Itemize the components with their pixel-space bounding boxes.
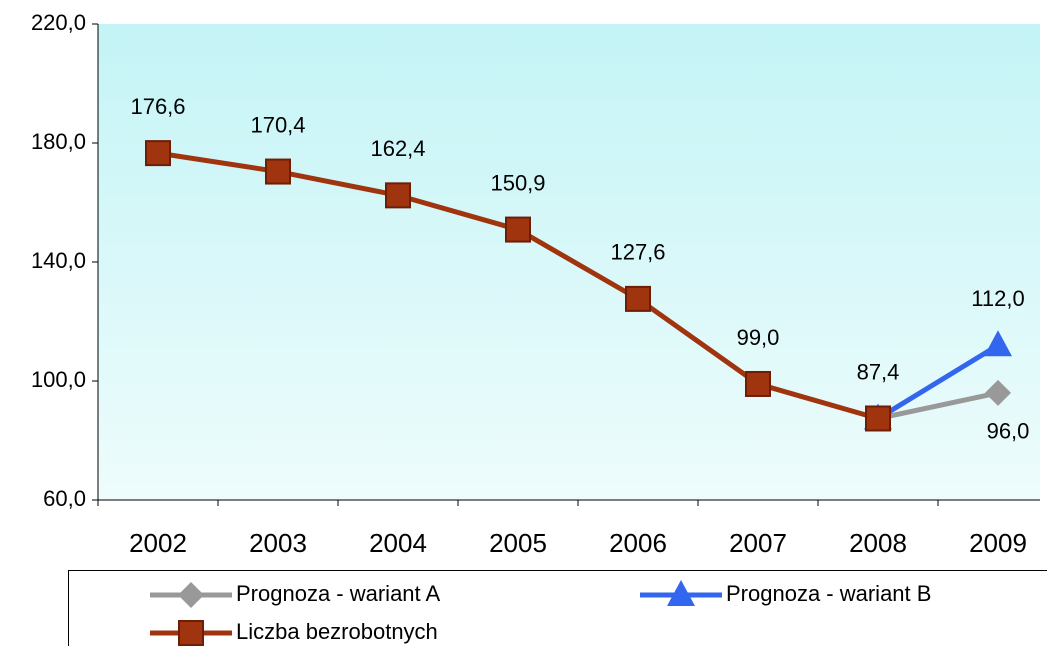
y-tick-label: 180,0	[31, 129, 86, 154]
series-line	[877, 390, 999, 421]
data-point	[865, 405, 891, 432]
data-label: 170,4	[250, 112, 305, 137]
legend-marker	[178, 582, 204, 608]
y-tick-label: 100,0	[31, 367, 86, 392]
legend-label: Liczba bezrobotnych	[236, 619, 438, 644]
legend-label: Prognoza - wariant A	[236, 581, 441, 606]
x-tick-label: 2006	[609, 528, 667, 558]
data-point	[385, 182, 411, 209]
x-tick-label: 2007	[729, 528, 787, 558]
series-line	[876, 343, 1000, 421]
data-point	[625, 285, 651, 312]
data-label: 176,6	[130, 94, 185, 119]
x-tick-label: 2009	[969, 528, 1027, 558]
data-point	[265, 158, 291, 185]
data-label: 96,0	[987, 419, 1030, 444]
x-tick-label: 2005	[489, 528, 547, 558]
data-point	[505, 216, 531, 243]
data-point	[745, 370, 771, 397]
y-tick-label: 60,0	[43, 486, 86, 511]
data-label: 99,0	[737, 325, 780, 350]
legend-marker	[178, 620, 204, 646]
data-point	[984, 330, 1012, 357]
x-tick-label: 2004	[369, 528, 427, 558]
data-point	[985, 379, 1011, 406]
y-tick-label: 140,0	[31, 248, 86, 273]
data-label: 112,0	[971, 286, 1024, 311]
data-label: 162,4	[370, 136, 425, 161]
legend	[68, 570, 1047, 646]
legend-label: Prognoza - wariant B	[726, 581, 931, 606]
data-label: 127,6	[610, 240, 665, 265]
plot-area	[98, 24, 1040, 500]
data-label: 87,4	[857, 359, 900, 384]
x-tick-label: 2008	[849, 528, 907, 558]
y-tick-label: 220,0	[31, 10, 86, 35]
x-tick-label: 2003	[249, 528, 307, 558]
x-tick-label: 2002	[129, 528, 187, 558]
legend-marker	[667, 580, 695, 606]
data-label: 150,9	[490, 170, 545, 195]
data-point	[145, 140, 171, 167]
